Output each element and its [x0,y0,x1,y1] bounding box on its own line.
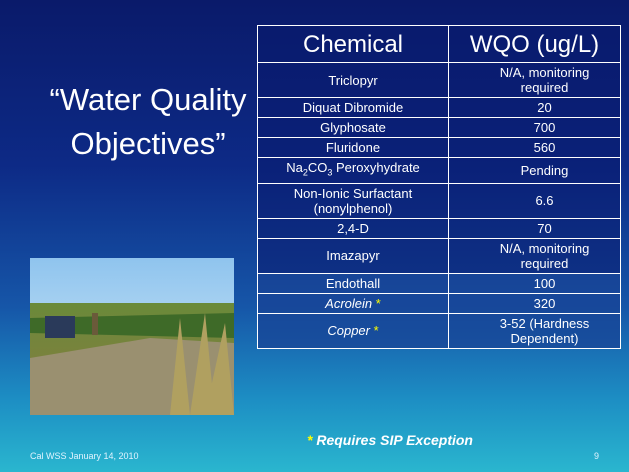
wqo-cell: 700 [449,118,621,138]
wqo-cell: 70 [449,218,621,238]
page: “Water Quality Objectives” ChemicalWQO (… [0,0,629,472]
table-row: Copper *3-52 (Hardness Dependent) [258,313,621,348]
chemical-cell: Triclopyr [258,63,449,98]
text-run: Acrolein [325,296,372,311]
wqo-cell: 20 [449,98,621,118]
chemical-cell: Non-Ionic Surfactant (nonylphenol) [258,183,449,218]
text-run: Requires SIP Exception [312,432,473,448]
text-run: Copper [327,323,370,338]
footnote: * Requires SIP Exception [250,432,530,448]
text-run: * [370,323,379,338]
table-row: Acrolein *320 [258,293,621,313]
text-run: CO [308,160,328,175]
wqo-cell: 3-52 (Hardness Dependent) [449,313,621,348]
chemical-cell: Glyphosate [258,118,449,138]
wqo-cell: 320 [449,293,621,313]
column-header: WQO (ug/L) [449,26,621,63]
slide: “Water Quality Objectives” ChemicalWQO (… [0,0,629,472]
chemical-cell: Copper * [258,313,449,348]
chemical-cell: Diquat Dibromide [258,98,449,118]
text-run: Peroxyhydrate [332,160,419,175]
text-run: * [372,296,381,311]
slide-title: “Water Quality Objectives” [40,78,256,166]
wqo-cell: N/A, monitoring required [449,63,621,98]
table-row: Non-Ionic Surfactant (nonylphenol)6.6 [258,183,621,218]
chemical-cell: Endothall [258,273,449,293]
wqo-cell: 560 [449,138,621,158]
wqo-cell: N/A, monitoring required [449,238,621,273]
column-header: Chemical [258,26,449,63]
text-run: Na [286,160,303,175]
wqo-cell: 6.6 [449,183,621,218]
page-number: 9 [594,451,599,461]
photo [30,258,234,415]
wqo-cell: Pending [449,158,621,184]
footer-date: Cal WSS January 14, 2010 [30,451,139,461]
chemical-cell: Na2CO3 Peroxyhydrate [258,158,449,184]
wqo-cell: 100 [449,273,621,293]
chemical-cell: Imazapyr [258,238,449,273]
chemical-cell: Acrolein * [258,293,449,313]
chemical-cell: Fluridone [258,138,449,158]
chemical-cell: 2,4-D [258,218,449,238]
